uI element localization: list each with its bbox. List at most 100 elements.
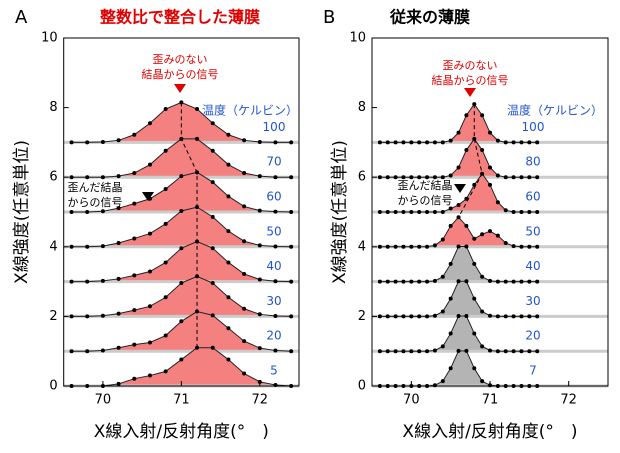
data-point xyxy=(464,348,469,353)
data-point xyxy=(511,175,516,180)
data-point xyxy=(495,173,500,178)
data-point xyxy=(417,314,422,319)
data-point xyxy=(100,140,105,145)
data-point xyxy=(257,277,262,282)
data-point xyxy=(495,314,500,319)
y-tick-label: 4 xyxy=(49,239,57,254)
data-point xyxy=(535,175,540,180)
y-tick-label: 4 xyxy=(358,239,366,254)
data-point xyxy=(100,278,105,283)
x-tick-label: 70 xyxy=(403,393,420,408)
data-point xyxy=(377,175,382,180)
data-point xyxy=(401,140,406,145)
data-point xyxy=(132,308,137,313)
data-point xyxy=(163,221,168,226)
data-point xyxy=(132,273,137,278)
legend-title: 温度（ケルビン） xyxy=(507,103,603,118)
data-point xyxy=(511,349,516,354)
panel-letter: A xyxy=(15,7,28,28)
data-point xyxy=(132,201,137,206)
data-point xyxy=(393,349,398,354)
data-point xyxy=(472,261,477,266)
data-point xyxy=(85,349,90,354)
data-point xyxy=(147,373,152,378)
data-point xyxy=(519,279,524,284)
data-point xyxy=(535,140,540,145)
data-point xyxy=(432,348,437,353)
data-point xyxy=(163,369,168,374)
data-point xyxy=(69,314,74,319)
data-point xyxy=(242,271,247,276)
data-point xyxy=(147,121,152,126)
data-point xyxy=(377,140,382,145)
data-point xyxy=(425,210,430,214)
data-point xyxy=(519,349,524,354)
data-point xyxy=(409,244,414,249)
data-point xyxy=(116,240,121,245)
data-point xyxy=(417,279,422,284)
temperature-label: 5 xyxy=(270,364,278,378)
data-point xyxy=(226,132,231,137)
chart-title: 従来の薄膜 xyxy=(389,8,470,27)
data-point xyxy=(456,203,461,208)
data-point xyxy=(440,210,445,214)
temperature-label: 40 xyxy=(266,259,281,273)
data-point xyxy=(69,279,74,284)
data-point xyxy=(147,269,152,274)
data-point xyxy=(535,244,540,249)
peak-area xyxy=(379,246,538,282)
data-point xyxy=(480,379,485,384)
peak-area xyxy=(71,102,292,143)
data-point xyxy=(242,339,247,344)
temperature-label: 30 xyxy=(525,294,540,308)
data-point xyxy=(273,244,278,249)
data-point xyxy=(464,223,469,228)
data-point xyxy=(257,174,262,179)
data-point xyxy=(503,279,508,284)
data-point xyxy=(409,140,414,145)
data-point xyxy=(273,140,278,145)
data-point xyxy=(448,223,453,228)
trend-line xyxy=(458,104,483,218)
data-point xyxy=(535,210,540,214)
data-point xyxy=(440,274,445,279)
data-point xyxy=(242,306,247,311)
data-point xyxy=(432,210,437,214)
data-point xyxy=(495,349,500,354)
data-point xyxy=(456,165,461,170)
data-point xyxy=(409,314,414,319)
y-tick-label: 6 xyxy=(358,170,366,185)
data-point xyxy=(100,175,105,180)
data-point xyxy=(163,333,168,338)
data-point xyxy=(257,312,262,317)
data-point xyxy=(503,349,508,354)
data-point xyxy=(226,295,231,300)
data-point xyxy=(472,236,477,241)
peak-area xyxy=(71,276,292,317)
annotation-text: 結晶からの信号 xyxy=(432,73,509,87)
annotation-text: 歪んだ結晶 xyxy=(68,180,123,194)
data-point xyxy=(393,279,398,284)
data-point xyxy=(116,138,121,143)
data-point xyxy=(432,175,437,180)
annotation-text: 歪みのない xyxy=(443,59,498,72)
data-point xyxy=(242,371,247,376)
annotation-arrow xyxy=(454,184,466,193)
data-point xyxy=(401,210,406,214)
data-point xyxy=(511,314,516,319)
data-point xyxy=(440,379,445,384)
data-point xyxy=(147,304,152,309)
temperature-label: 70 xyxy=(266,155,281,169)
data-point xyxy=(425,314,430,319)
data-point xyxy=(401,314,406,319)
y-tick-label: 2 xyxy=(49,309,57,324)
y-tick-label: 8 xyxy=(358,100,366,115)
x-tick-label: 72 xyxy=(252,393,269,408)
data-point xyxy=(503,175,508,180)
data-point xyxy=(85,175,90,180)
temperature-label: 20 xyxy=(525,329,540,343)
data-point xyxy=(85,210,90,214)
data-point xyxy=(289,244,294,249)
annotation-text: 結晶からの信号 xyxy=(142,67,219,81)
trend-line xyxy=(180,102,198,348)
